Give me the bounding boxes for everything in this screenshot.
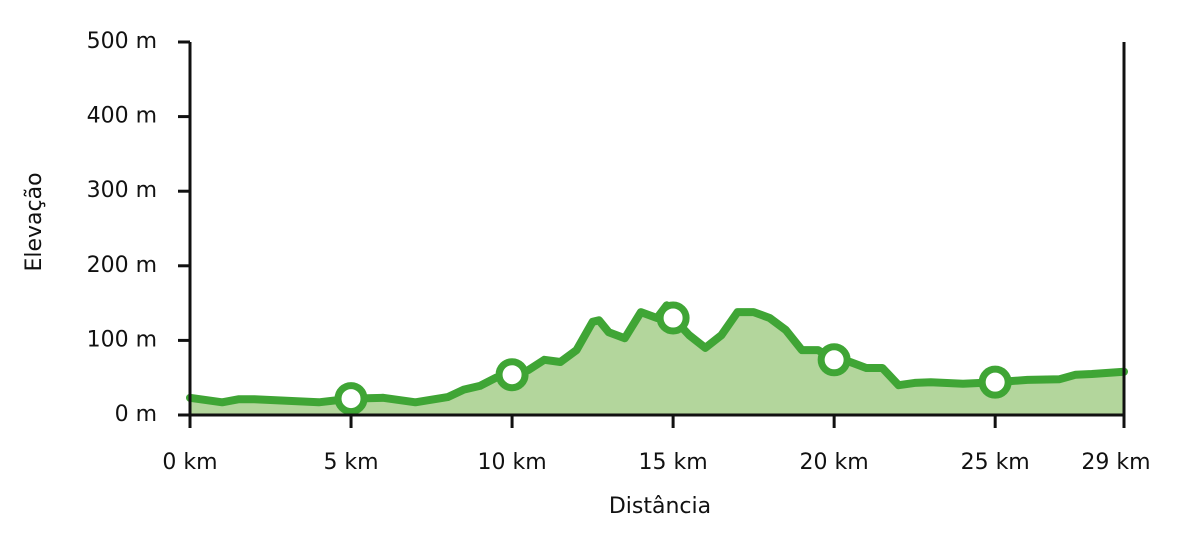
- waypoint-marker: [817, 343, 851, 377]
- x-tick-label: 20 km: [800, 450, 869, 475]
- waypoint-marker: [495, 358, 529, 392]
- y-tick-label: 400 m: [87, 104, 157, 129]
- y-tick-label: 100 m: [87, 327, 157, 352]
- x-tick-label: 5 km: [323, 450, 378, 475]
- y-tick-label: 500 m: [87, 29, 157, 54]
- x-axis-title: Distância: [609, 494, 711, 519]
- x-tick-label: 29 km: [1081, 450, 1150, 475]
- waypoint-marker: [334, 382, 368, 416]
- x-tick-label: 25 km: [961, 450, 1030, 475]
- y-tick-label: 200 m: [87, 253, 157, 278]
- y-tick-label: 0 m: [115, 402, 157, 427]
- x-tick-label: 10 km: [477, 450, 546, 475]
- elevation-area: [190, 305, 1124, 415]
- waypoint-marker: [656, 301, 690, 335]
- y-axis-title: Elevação: [22, 172, 47, 271]
- x-tick-label: 15 km: [639, 450, 708, 475]
- waypoint-marker: [978, 365, 1012, 399]
- x-tick-label: 0 km: [162, 450, 217, 475]
- y-tick-label: 300 m: [87, 178, 157, 203]
